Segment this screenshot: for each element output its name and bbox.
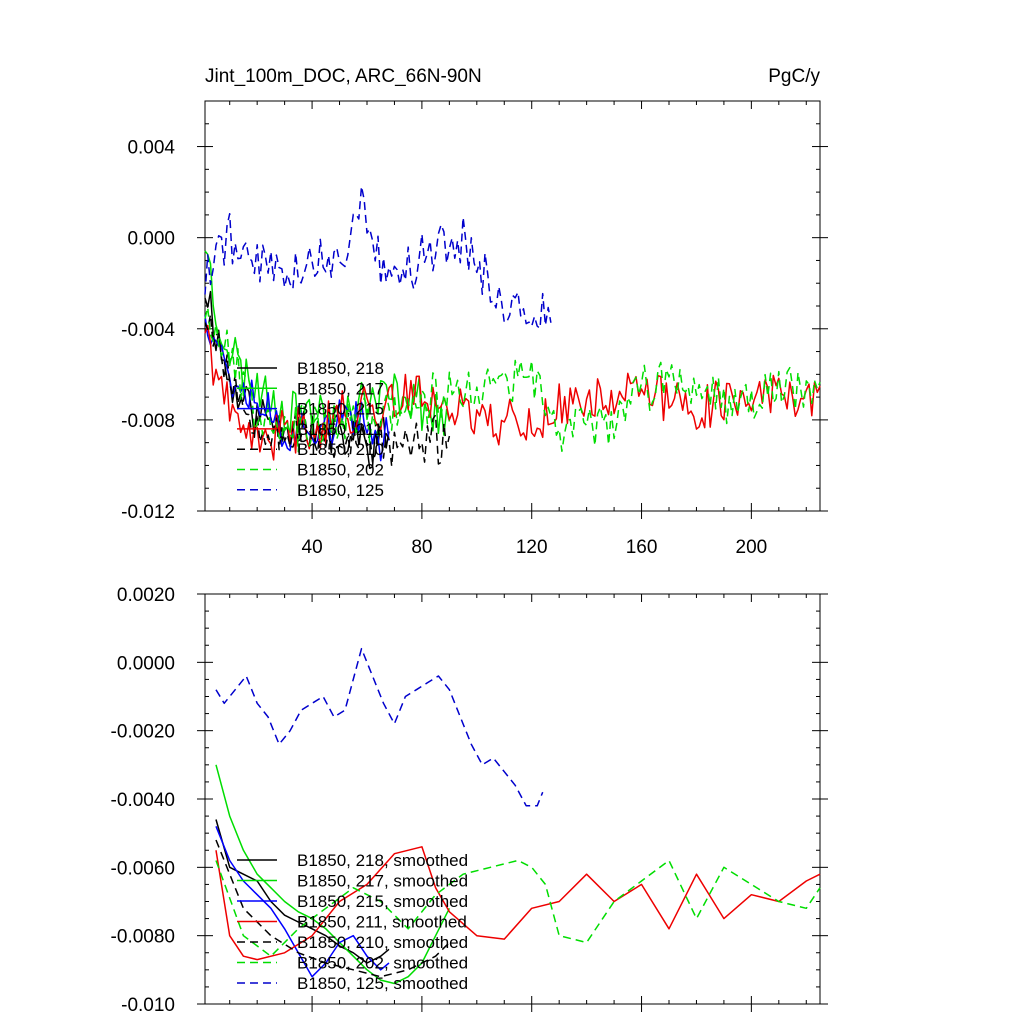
bottom-series-b1850-215-smoothed [215, 826, 390, 978]
top-title: Jint_100m_DOC, ARC_66N-90N [205, 66, 482, 87]
top-xtick-label-40: 40 [302, 537, 323, 558]
bottom-ytick-label-0-0080: -0.0080 [111, 927, 175, 948]
bottom-legend-label-0: B1850, 218, smoothed [297, 851, 468, 870]
top-legend-label-3: B1850, 211 [297, 420, 383, 439]
bottom-series-b1850-125-smoothed [215, 647, 544, 807]
bottom-ticks [197, 593, 828, 1012]
bottom-series-b1850-218-smoothed [215, 819, 390, 964]
bottom-series-b1850-211-smoothed [215, 846, 821, 961]
bottom-ytick-label-0-0020: 0.0020 [117, 585, 175, 606]
bottom-legend-label-6: B1850, 125, smoothed [297, 974, 468, 993]
bottom-legend-label-5: B1850, 202, smoothed [297, 954, 468, 973]
top-series-b1850-125 [204, 185, 552, 330]
bottom-legend: B1850, 218, smoothed B1850, 217, smoothed… [237, 851, 468, 993]
top-legend-label-2: B1850, 215 [297, 400, 384, 419]
top-legend-label-4: B1850, 210 [297, 440, 384, 459]
top-tick-labels: 40 80 120 160 200 -0.012 -0.008 -0.004 0.000 0.00… [121, 138, 767, 558]
top-ytick-label-0-008: -0.008 [121, 411, 175, 432]
top-ytick-label-0-004: -0.004 [121, 320, 175, 341]
bottom-ytick-label-0-0000: 0.0000 [117, 653, 175, 674]
top-xtick-label-200: 200 [736, 537, 768, 558]
bottom-legend-label-3: B1850, 211, smoothed [297, 913, 467, 932]
top-legend-label-6: B1850, 125 [297, 481, 384, 500]
bottom-series-b1850-217-smoothed [215, 764, 451, 985]
top-ytick-label-0-000: 0.000 [127, 229, 175, 250]
bottom-ytick-label-0-0040: -0.0040 [111, 790, 175, 811]
top-legend-label-1: B1850, 217 [297, 379, 384, 398]
top-xtick-label-80: 80 [411, 537, 432, 558]
bottom-ytick-label-0-0060: -0.0060 [111, 858, 175, 879]
bottom-ytick-label-0-010: -0.010 [121, 995, 175, 1016]
bottom-tick-labels: -0.010 -0.0080 -0.0060 -0.0040 -0.0020 0.0000… [111, 585, 175, 1016]
top-series-b1850-210 [204, 313, 451, 468]
bottom-legend-label-4: B1850, 210, smoothed [297, 933, 468, 952]
bottom-legend-label-2: B1850, 215, smoothed [297, 892, 468, 911]
bottom-ytick-label-0-0020: -0.0020 [111, 722, 175, 743]
top-legend-label-0: B1850, 218 [297, 359, 384, 378]
top-ytick-label-0-004: 0.004 [127, 138, 175, 159]
top-xtick-label-120: 120 [516, 537, 548, 558]
top-series [204, 185, 821, 470]
top-panel: Jint_100m_DOC, ARC_66N-90N PgC/y 40 80 120… [121, 66, 828, 558]
bottom-series [215, 647, 821, 985]
top-units: PgC/y [768, 66, 820, 87]
top-ticks [197, 100, 828, 519]
bottom-panel: -0.010 -0.0080 -0.0060 -0.0040 -0.0020 0.0000… [111, 585, 828, 1016]
top-legend-label-5: B1850, 202 [297, 461, 384, 480]
bottom-series-b1850-202-smoothed [215, 859, 821, 957]
top-ytick-label-0-012: -0.012 [121, 502, 175, 523]
top-xtick-label-160: 160 [626, 537, 658, 558]
top-series-b1850-202 [204, 306, 821, 453]
bottom-legend-label-1: B1850, 217, smoothed [297, 872, 468, 891]
